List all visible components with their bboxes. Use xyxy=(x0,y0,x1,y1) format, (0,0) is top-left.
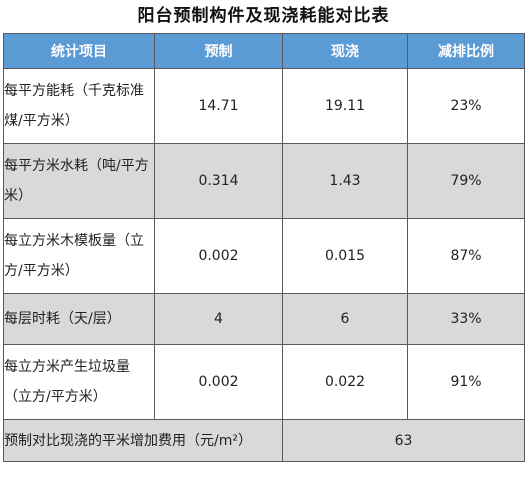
row-ratio-value: 91% xyxy=(407,344,525,420)
row-ratio-value: 33% xyxy=(407,293,525,345)
row-prefab-value: 14.71 xyxy=(154,68,283,144)
row-item-label: 每立方米木模板量（立方/平方米） xyxy=(3,218,155,294)
table-row: 每立方米产生垃圾量（立方/平方米） 0.002 0.022 91% xyxy=(3,344,525,420)
page-title: 阳台预制构件及现浇耗能对比表 xyxy=(137,6,390,26)
table-row: 每层时耗（天/层） 4 6 33% xyxy=(3,293,525,345)
row-item-label: 每平方米水耗（吨/平方米） xyxy=(3,143,155,219)
table-row: 每立方米木模板量（立方/平方米） 0.002 0.015 87% xyxy=(3,218,525,294)
table-footer-row: 预制对比现浇的平米增加费用（元/m²） 63 xyxy=(3,419,525,462)
header-prefab: 预制 xyxy=(154,33,283,69)
footer-value: 63 xyxy=(282,419,525,462)
row-prefab-value: 0.314 xyxy=(154,143,283,219)
table-header-row: 统计项目 预制 现浇 减排比例 xyxy=(3,33,525,69)
row-prefab-value: 4 xyxy=(154,293,283,345)
footer-label: 预制对比现浇的平米增加费用（元/m²） xyxy=(3,419,283,462)
row-ratio-value: 79% xyxy=(407,143,525,219)
table-row: 每平方米水耗（吨/平方米） 0.314 1.43 79% xyxy=(3,143,525,219)
header-cast: 现浇 xyxy=(282,33,408,69)
header-item: 统计项目 xyxy=(3,33,155,69)
row-cast-value: 0.022 xyxy=(282,344,408,420)
row-cast-value: 1.43 xyxy=(282,143,408,219)
row-prefab-value: 0.002 xyxy=(154,218,283,294)
row-item-label: 每层时耗（天/层） xyxy=(3,293,155,345)
header-ratio: 减排比例 xyxy=(407,33,525,69)
row-prefab-value: 0.002 xyxy=(154,344,283,420)
row-ratio-value: 87% xyxy=(407,218,525,294)
row-cast-value: 19.11 xyxy=(282,68,408,144)
comparison-table: 统计项目 预制 现浇 减排比例 每平方能耗（千克标准煤/平方米） 14.71 1… xyxy=(3,33,525,462)
row-item-label: 每平方能耗（千克标准煤/平方米） xyxy=(3,68,155,144)
row-ratio-value: 23% xyxy=(407,68,525,144)
row-cast-value: 0.015 xyxy=(282,218,408,294)
row-cast-value: 6 xyxy=(282,293,408,345)
table-row: 每平方能耗（千克标准煤/平方米） 14.71 19.11 23% xyxy=(3,68,525,144)
row-item-label: 每立方米产生垃圾量（立方/平方米） xyxy=(3,344,155,420)
